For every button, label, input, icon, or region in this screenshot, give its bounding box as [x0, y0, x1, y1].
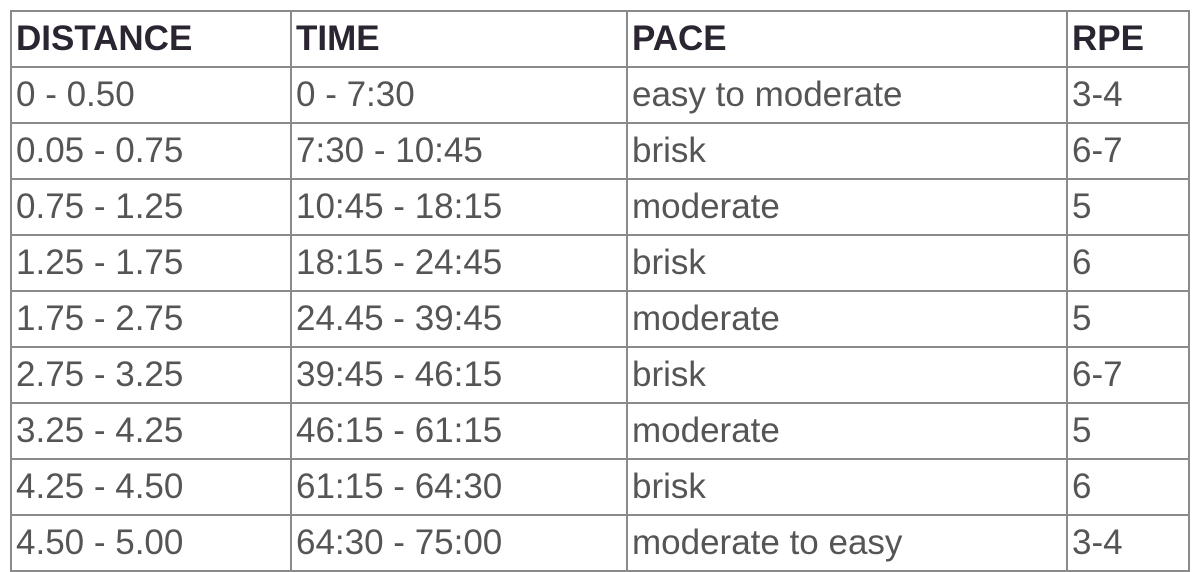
rpe-cell: 3-4 [1066, 514, 1190, 572]
table-row: 1.75 - 2.75 24.45 - 39:45 moderate 5 [10, 290, 1190, 348]
distance-cell: 0.05 - 0.75 [10, 122, 292, 180]
rpe-cell: 6 [1066, 458, 1190, 516]
rpe-cell: 6-7 [1066, 346, 1190, 404]
distance-cell: 4.50 - 5.00 [10, 514, 292, 572]
header-distance: DISTANCE [10, 10, 292, 68]
pace-table: DISTANCE TIME PACE RPE 0 - 0.50 0 - 7:30 e… [10, 10, 1190, 572]
pace-cell: moderate [626, 290, 1068, 348]
header-pace: PACE [626, 10, 1068, 68]
time-cell: 64:30 - 75:00 [290, 514, 628, 572]
time-cell: 46:15 - 61:15 [290, 402, 628, 460]
distance-cell: 4.25 - 4.50 [10, 458, 292, 516]
table-row: 0.05 - 0.75 7:30 - 10:45 brisk 6-7 [10, 122, 1190, 180]
time-cell: 61:15 - 64:30 [290, 458, 628, 516]
pace-cell: moderate [626, 178, 1068, 236]
header-time: TIME [290, 10, 628, 68]
table-row: 4.25 - 4.50 61:15 - 64:30 brisk 6 [10, 458, 1190, 516]
pace-cell: brisk [626, 122, 1068, 180]
rpe-cell: 5 [1066, 290, 1190, 348]
pace-cell: moderate [626, 402, 1068, 460]
rpe-cell: 6-7 [1066, 122, 1190, 180]
rpe-cell: 5 [1066, 402, 1190, 460]
pace-cell: easy to moderate [626, 66, 1068, 124]
rpe-cell: 5 [1066, 178, 1190, 236]
table-row: 3.25 - 4.25 46:15 - 61:15 moderate 5 [10, 402, 1190, 460]
table-row: 0 - 0.50 0 - 7:30 easy to moderate 3-4 [10, 66, 1190, 124]
time-cell: 24.45 - 39:45 [290, 290, 628, 348]
rpe-cell: 6 [1066, 234, 1190, 292]
table-row: 0.75 - 1.25 10:45 - 18:15 moderate 5 [10, 178, 1190, 236]
table-row: 2.75 - 3.25 39:45 - 46:15 brisk 6-7 [10, 346, 1190, 404]
header-rpe: RPE [1066, 10, 1190, 68]
rpe-cell: 3-4 [1066, 66, 1190, 124]
time-cell: 10:45 - 18:15 [290, 178, 628, 236]
time-cell: 18:15 - 24:45 [290, 234, 628, 292]
time-cell: 39:45 - 46:15 [290, 346, 628, 404]
distance-cell: 0 - 0.50 [10, 66, 292, 124]
header-row: DISTANCE TIME PACE RPE [10, 10, 1190, 68]
pace-cell: brisk [626, 346, 1068, 404]
table-row: 1.25 - 1.75 18:15 - 24:45 brisk 6 [10, 234, 1190, 292]
pace-cell: brisk [626, 234, 1068, 292]
distance-cell: 0.75 - 1.25 [10, 178, 292, 236]
pace-cell: moderate to easy [626, 514, 1068, 572]
time-cell: 0 - 7:30 [290, 66, 628, 124]
distance-cell: 2.75 - 3.25 [10, 346, 292, 404]
time-cell: 7:30 - 10:45 [290, 122, 628, 180]
table-row: 4.50 - 5.00 64:30 - 75:00 moderate to easy… [10, 514, 1190, 572]
distance-cell: 1.25 - 1.75 [10, 234, 292, 292]
distance-cell: 3.25 - 4.25 [10, 402, 292, 460]
distance-cell: 1.75 - 2.75 [10, 290, 292, 348]
pace-cell: brisk [626, 458, 1068, 516]
